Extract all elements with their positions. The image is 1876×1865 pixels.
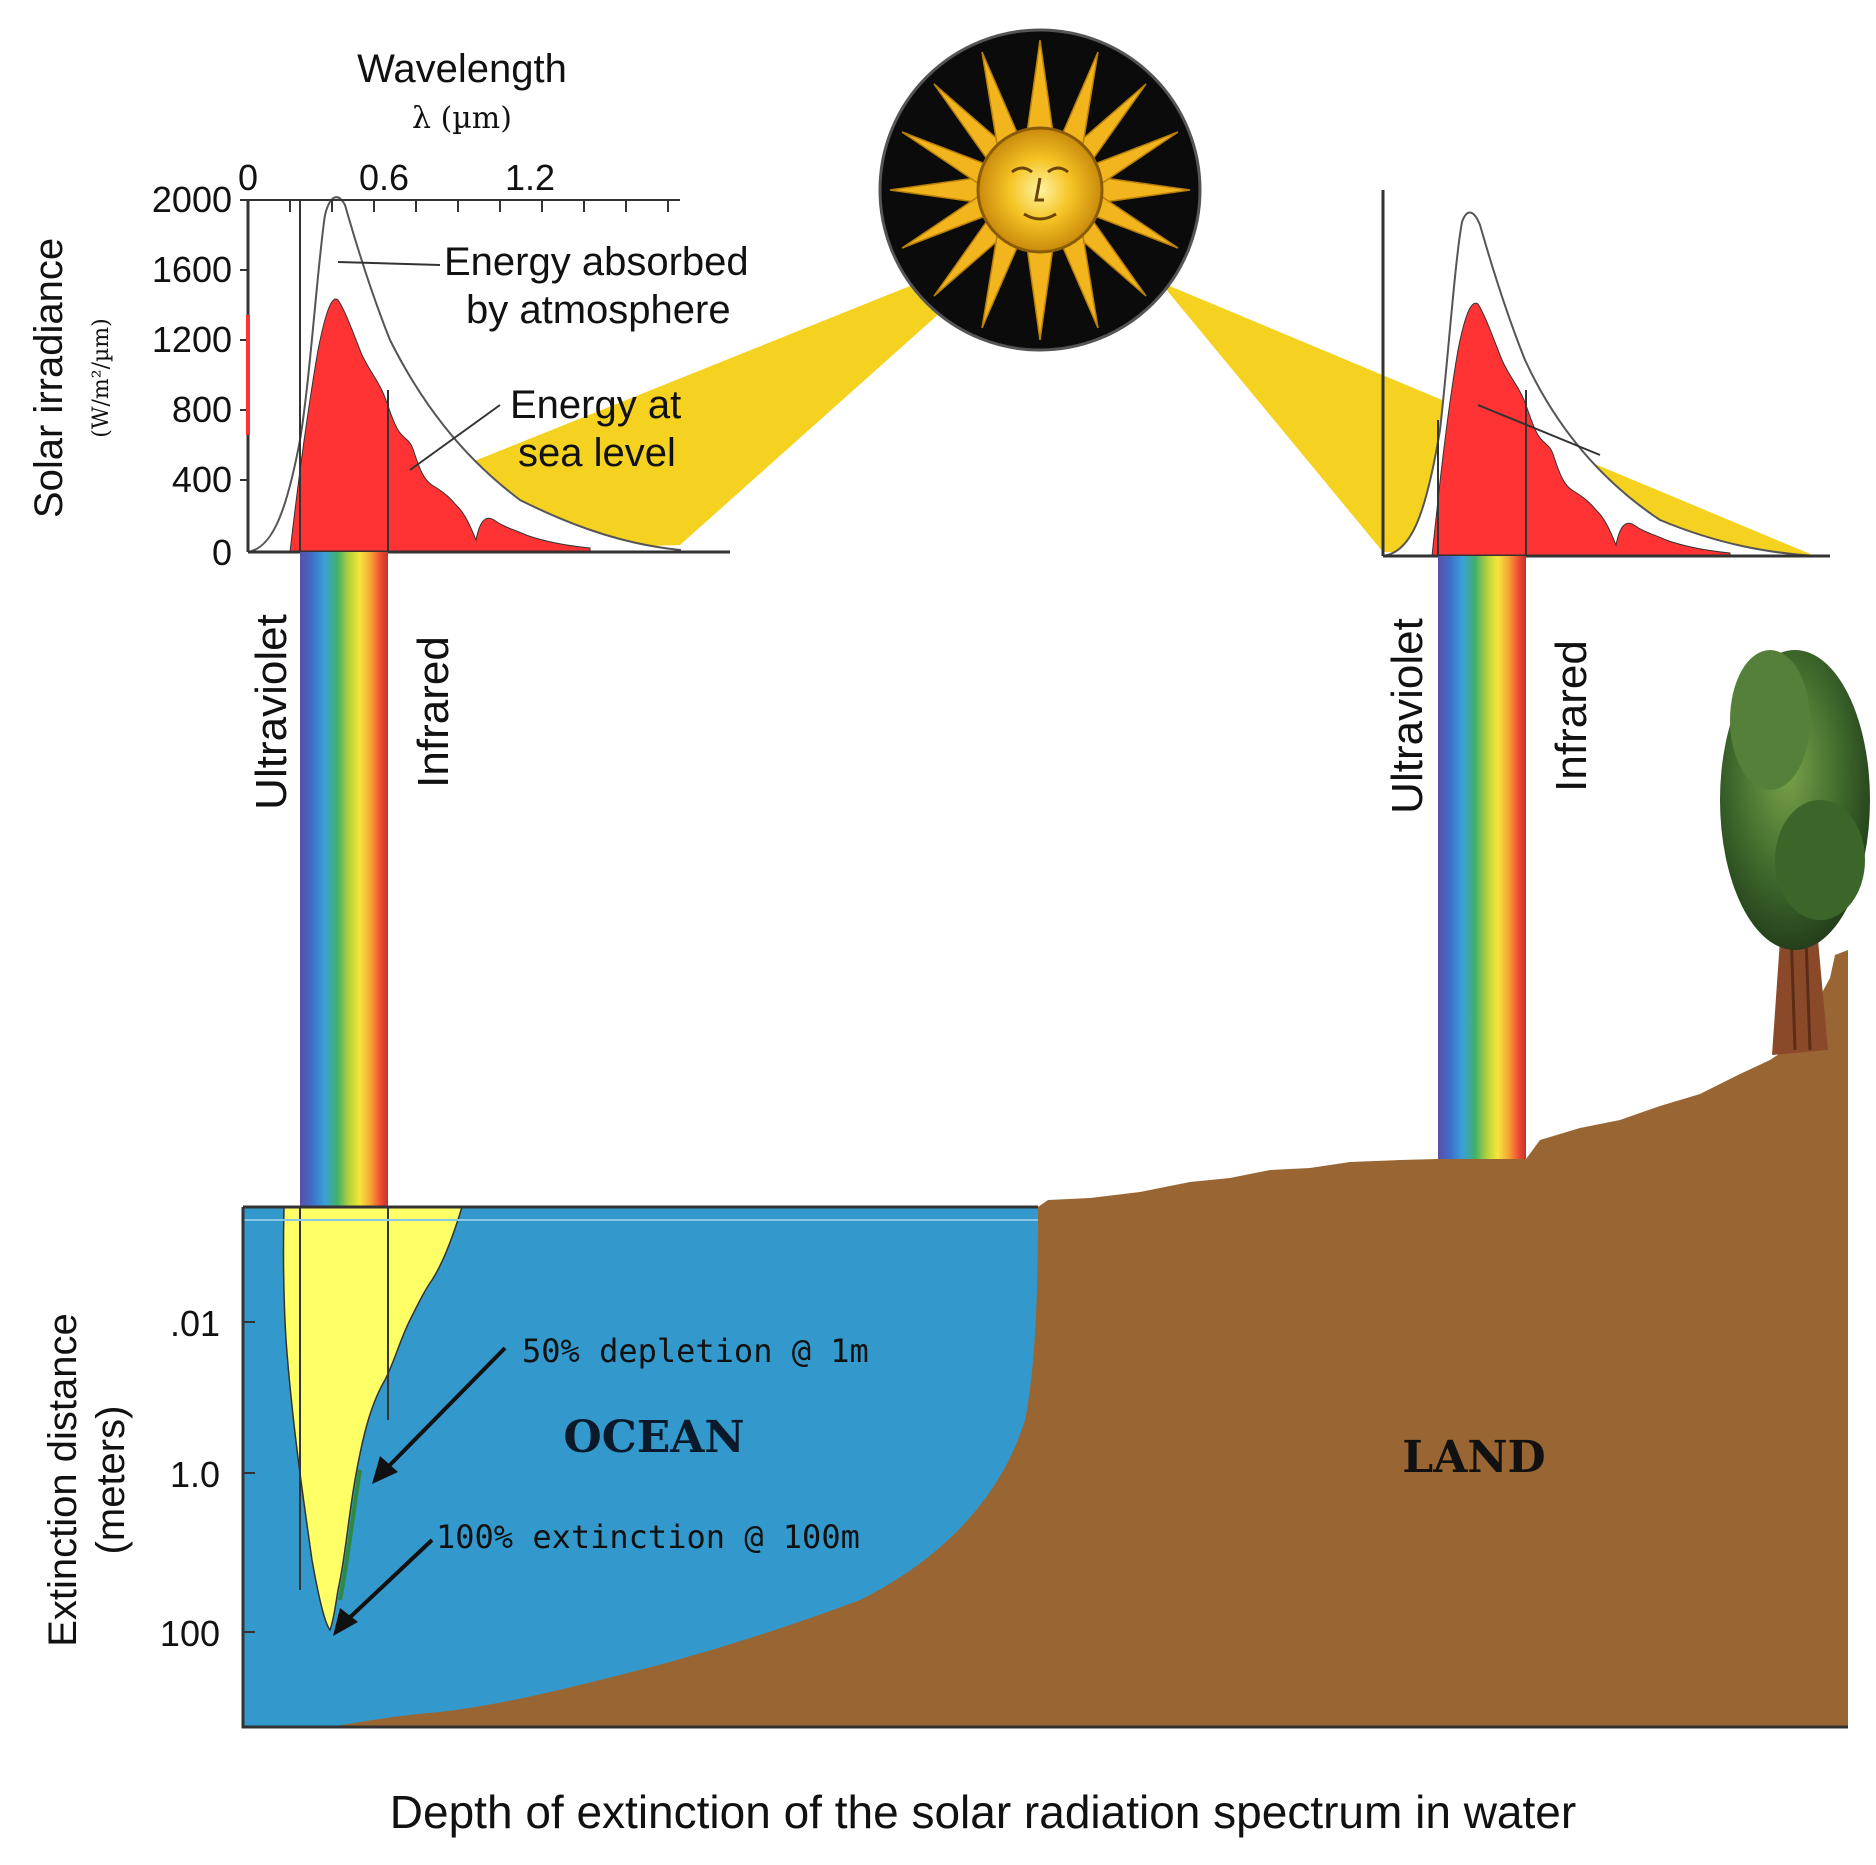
- tree-illustration: [1720, 650, 1870, 1055]
- water-penetration-area: [282, 1206, 464, 1632]
- y-axis-title: Solar irradiance: [27, 238, 71, 518]
- label-infrared-right: Infrared: [1547, 640, 1596, 792]
- sun-emblem: [878, 28, 1202, 352]
- depth-tick-100: 100: [160, 1613, 220, 1654]
- edge-highlight: [246, 315, 250, 435]
- y-tick-400: 400: [172, 459, 232, 500]
- y-tick-1600: 1600: [152, 249, 232, 290]
- top-axis-ticks: [247, 200, 669, 212]
- label-absorbed-line2: by atmosphere: [466, 288, 731, 332]
- depth-axis-title-line2: (meters): [89, 1406, 133, 1555]
- label-ultraviolet-left: Ultraviolet: [247, 614, 296, 810]
- y-tick-1200: 1200: [152, 319, 232, 360]
- spectrum-band-left: [300, 552, 388, 1207]
- leader-sealevel: [409, 404, 501, 471]
- y-tick-800: 800: [172, 389, 232, 430]
- depth-axis-title-line1: Extinction distance: [41, 1313, 85, 1647]
- spectrum-band-right: [1438, 556, 1526, 1159]
- ocean-label: OCEAN: [563, 1412, 744, 1463]
- y-axis-unit: (W/m²/µm): [89, 318, 114, 437]
- depth-axis-ticks: [243, 1321, 255, 1633]
- spectrum-chart-right: [1381, 190, 1830, 558]
- depth-tick-1: 1.0: [170, 1454, 220, 1495]
- arrow-50-depletion: [372, 1346, 507, 1484]
- figure-caption: Depth of extinction of the solar radiati…: [390, 1786, 1576, 1838]
- section-frame: [241, 1207, 1848, 1729]
- land-label: LAND: [1402, 1432, 1545, 1483]
- green-edge: [338, 1469, 362, 1601]
- top-axis-title: Wavelength: [357, 47, 567, 91]
- label-ultraviolet-right: Ultraviolet: [1383, 618, 1432, 814]
- depth-tick-001: .01: [170, 1303, 220, 1344]
- top-axis-unit: λ (µm): [412, 101, 512, 136]
- sun-ray-edge-right: [1477, 404, 1601, 456]
- leader-absorbed: [337, 261, 441, 266]
- annotation-100-extinction: 100% extinction @ 100m: [436, 1518, 860, 1556]
- y-tick-2000: 2000: [152, 179, 232, 220]
- spectrum-chart-left: [240, 196, 730, 554]
- x-tick-0: 0: [238, 157, 258, 198]
- sun-face: [1011, 166, 1069, 221]
- label-sealevel-line1: Energy at: [510, 383, 681, 427]
- y-tick-0: 0: [212, 532, 232, 573]
- x-tick-1-2: 1.2: [505, 157, 555, 198]
- label-absorbed-line1: Energy absorbed: [444, 240, 749, 284]
- arrow-100-extinction: [333, 1538, 434, 1636]
- x-tick-0-6: 0.6: [359, 157, 409, 198]
- annotation-50-depletion: 50% depletion @ 1m: [522, 1332, 869, 1370]
- sea-level-energy-area: [289, 298, 591, 553]
- sea-level-energy-area-right: [1431, 302, 1731, 557]
- label-infrared-left: Infrared: [409, 636, 458, 788]
- land-area: [330, 950, 1848, 1727]
- cross-section: [241, 650, 1870, 1729]
- label-sealevel-line2: sea level: [518, 431, 676, 475]
